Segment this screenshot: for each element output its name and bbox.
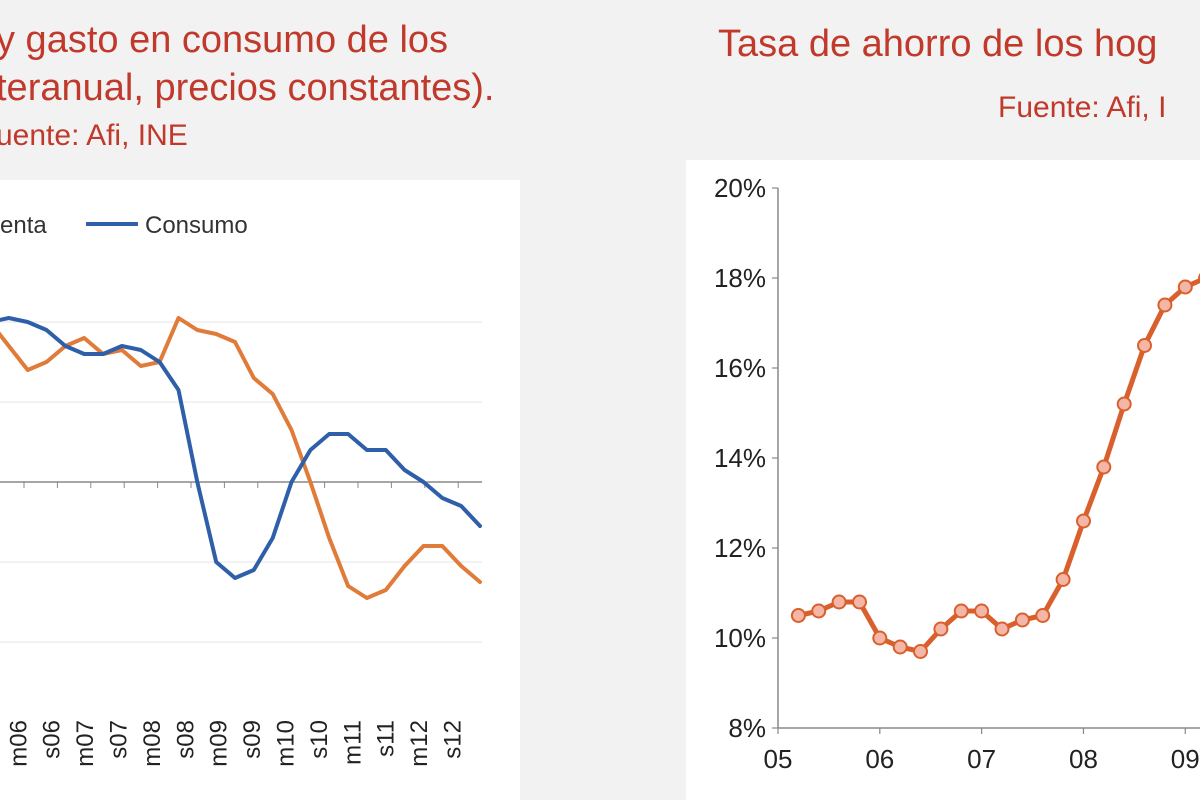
right-chart-source: Fuente: Afi, I	[998, 90, 1166, 126]
left-chart-title-line2: teranual, precios constantes).	[0, 66, 495, 110]
right-data-point	[1179, 281, 1192, 294]
right-y-tick-label: 12%	[714, 533, 766, 563]
left-x-tick-label: s12	[440, 720, 467, 759]
left-x-tick-label: m07	[72, 720, 99, 767]
right-data-point	[873, 632, 886, 645]
right-y-tick-label: 20%	[714, 173, 766, 203]
right-data-point	[1138, 339, 1151, 352]
legend-label-consumo: Consumo	[145, 212, 248, 239]
right-data-point	[1057, 573, 1070, 586]
legend-label-renta: enta	[0, 212, 47, 239]
right-x-tick-label: 05	[764, 744, 793, 774]
right-data-point	[914, 645, 927, 658]
right-data-point	[996, 623, 1009, 636]
right-data-point	[853, 596, 866, 609]
left-x-tick-label: m08	[139, 720, 166, 767]
right-data-point	[1036, 609, 1049, 622]
left-x-tick-label: m09	[206, 720, 233, 767]
left-x-tick-label: s10	[306, 720, 333, 759]
right-y-tick-label: 14%	[714, 443, 766, 473]
left-chart-source: uente: Afi, INE	[0, 118, 188, 154]
left-x-tick-label: m06	[5, 720, 32, 767]
right-data-point	[792, 609, 805, 622]
left-x-tick-label: m10	[273, 720, 300, 767]
right-data-point	[1016, 614, 1029, 627]
right-chart-background	[686, 160, 1200, 800]
left-x-tick-label: s11	[373, 720, 400, 757]
left-chart: m06 s06 m07 s07 m08 s08 m09 s09 m10 s10 m11 s11 m12 s…	[0, 180, 520, 800]
right-data-point	[833, 596, 846, 609]
left-x-tick-label: s07	[106, 720, 133, 759]
right-data-point	[812, 605, 825, 618]
left-x-tick-label: m12	[406, 720, 433, 767]
left-chart-background	[0, 180, 520, 800]
right-data-point	[1158, 299, 1171, 312]
right-chart: 8% 10% 12% 14% 16% 18% 20% 05 06 07 08 09	[686, 160, 1200, 800]
right-x-tick-label: 09	[1171, 744, 1200, 774]
right-data-point	[1097, 461, 1110, 474]
left-x-tick-label: s08	[172, 720, 199, 759]
right-y-tick-label: 8%	[728, 713, 766, 743]
right-x-tick-label: 08	[1069, 744, 1098, 774]
left-x-tick-label: m11	[339, 720, 366, 765]
right-chart-title: Tasa de ahorro de los hog	[718, 22, 1157, 66]
left-x-tick-label: s06	[39, 720, 66, 759]
left-chart-title-line1: y gasto en consumo de los	[0, 18, 448, 62]
right-y-tick-label: 18%	[714, 263, 766, 293]
right-y-tick-label: 16%	[714, 353, 766, 383]
left-x-tick-label: s09	[239, 720, 266, 759]
right-x-tick-label: 07	[967, 744, 996, 774]
right-data-point	[1118, 398, 1131, 411]
right-data-point	[894, 641, 907, 654]
right-y-tick-label: 10%	[714, 623, 766, 653]
right-data-point	[1077, 515, 1090, 528]
right-data-point	[955, 605, 968, 618]
right-data-point	[934, 623, 947, 636]
right-x-tick-label: 06	[865, 744, 894, 774]
right-data-point	[975, 605, 988, 618]
